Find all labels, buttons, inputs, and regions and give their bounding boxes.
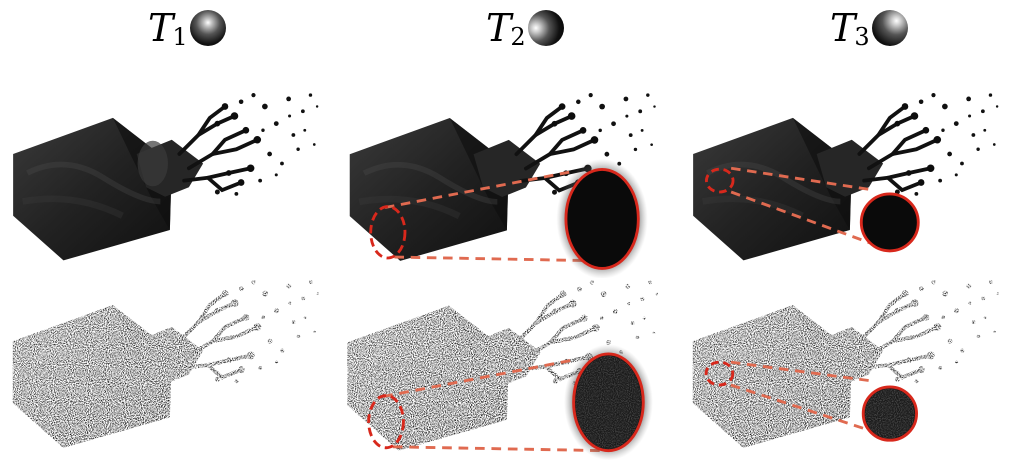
zoom-connector-line xyxy=(730,360,874,383)
render-t3-smooth xyxy=(680,78,1013,268)
zoom-region-marker xyxy=(705,167,735,194)
zoom-inset xyxy=(859,192,920,253)
sphere-icon xyxy=(871,10,908,46)
sphere-icon xyxy=(189,10,226,46)
zoom-region-marker xyxy=(369,205,407,260)
render-t1-noisy xyxy=(0,265,335,465)
zoom-connector-line xyxy=(392,445,604,453)
zoom-region-marker xyxy=(367,394,405,450)
title-subscript: 3 xyxy=(854,23,869,51)
title-letter: T xyxy=(830,6,855,50)
render-t3-noisy xyxy=(680,265,1013,465)
render-t2-noisy xyxy=(337,265,672,470)
sphere-icon xyxy=(527,10,564,46)
title-letter: T xyxy=(486,6,511,50)
zoom-connector-line xyxy=(730,190,875,246)
zoom-connector-line xyxy=(394,255,603,263)
zoom-connector-line xyxy=(730,383,875,434)
title-subscript: 1 xyxy=(172,23,187,51)
render-t2-smooth xyxy=(337,78,672,278)
zoom-region-marker xyxy=(704,360,735,387)
render-t1-smooth xyxy=(0,78,335,268)
title-letter: T xyxy=(148,6,173,50)
zoom-inset xyxy=(564,168,640,270)
title-subscript: 2 xyxy=(510,23,525,51)
zoom-connector-line xyxy=(730,166,874,192)
